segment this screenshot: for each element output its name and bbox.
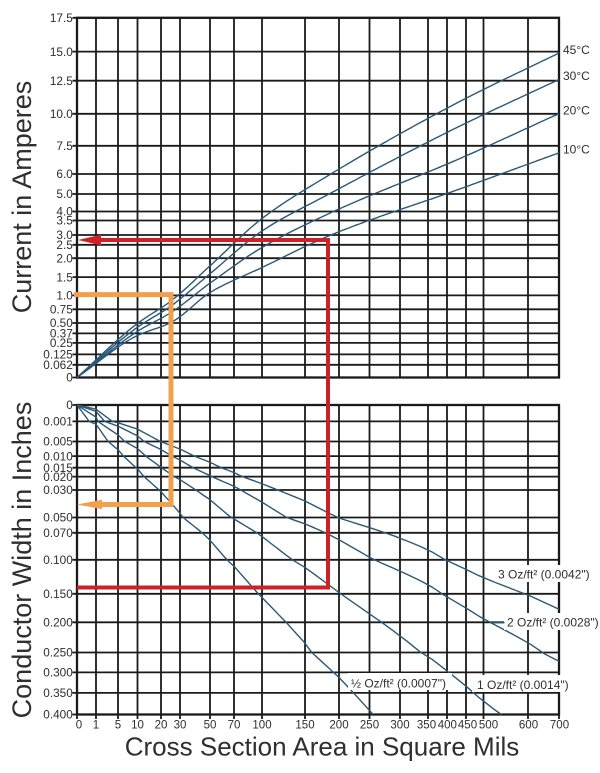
svg-text:0.070: 0.070 bbox=[43, 526, 73, 540]
svg-text:150: 150 bbox=[295, 720, 314, 732]
svg-text:300: 300 bbox=[390, 720, 409, 732]
svg-text:0.010: 0.010 bbox=[43, 449, 73, 463]
svg-text:30: 30 bbox=[174, 720, 187, 732]
svg-text:70: 70 bbox=[228, 720, 241, 732]
svg-text:100: 100 bbox=[252, 720, 271, 732]
svg-text:20: 20 bbox=[155, 720, 168, 732]
svg-text:2.5: 2.5 bbox=[56, 238, 73, 252]
svg-text:0: 0 bbox=[66, 398, 73, 412]
svg-text:10: 10 bbox=[131, 720, 144, 732]
svg-text:200: 200 bbox=[329, 720, 348, 732]
svg-text:2 Oz/ft² (0.0028"): 2 Oz/ft² (0.0028") bbox=[507, 616, 599, 630]
svg-text:1.5: 1.5 bbox=[56, 270, 73, 284]
svg-text:0.150: 0.150 bbox=[43, 587, 73, 601]
svg-text:10°C: 10°C bbox=[563, 143, 590, 157]
svg-text:15.0: 15.0 bbox=[50, 45, 73, 59]
svg-text:250: 250 bbox=[360, 720, 379, 732]
svg-text:0: 0 bbox=[66, 371, 73, 385]
svg-text:400: 400 bbox=[438, 720, 457, 732]
svg-text:0.015: 0.015 bbox=[43, 461, 73, 475]
svg-text:Current in Amperes: Current in Amperes bbox=[7, 81, 37, 314]
svg-text:0.001: 0.001 bbox=[43, 415, 73, 429]
svg-text:0.50: 0.50 bbox=[50, 316, 73, 330]
svg-text:6.0: 6.0 bbox=[56, 167, 73, 181]
svg-text:600: 600 bbox=[519, 720, 538, 732]
svg-text:0.400: 0.400 bbox=[43, 708, 73, 722]
svg-text:3.0: 3.0 bbox=[56, 228, 73, 242]
svg-text:1.0: 1.0 bbox=[56, 289, 73, 303]
svg-text:500: 500 bbox=[479, 720, 498, 732]
svg-text:0: 0 bbox=[76, 720, 82, 732]
svg-text:450: 450 bbox=[458, 720, 477, 732]
svg-text:12.5: 12.5 bbox=[50, 74, 73, 88]
svg-text:2.0: 2.0 bbox=[56, 251, 73, 265]
svg-text:0.030: 0.030 bbox=[43, 483, 73, 497]
svg-text:Conductor Width in Inches: Conductor Width in Inches bbox=[7, 402, 37, 719]
svg-text:0.37: 0.37 bbox=[50, 327, 73, 341]
svg-text:20°C: 20°C bbox=[563, 103, 590, 117]
svg-text:Cross Section Area in Square M: Cross Section Area in Square Mils bbox=[125, 732, 520, 762]
svg-text:0.005: 0.005 bbox=[43, 435, 73, 449]
svg-text:1 Oz/ft² (0.0014"): 1 Oz/ft² (0.0014") bbox=[477, 678, 569, 692]
svg-text:0.25: 0.25 bbox=[50, 336, 73, 350]
svg-text:5.0: 5.0 bbox=[56, 187, 73, 201]
svg-text:0.100: 0.100 bbox=[43, 553, 73, 567]
svg-text:45°C: 45°C bbox=[563, 43, 590, 57]
svg-text:0.050: 0.050 bbox=[43, 511, 73, 525]
svg-text:1: 1 bbox=[93, 720, 99, 732]
svg-text:0.75: 0.75 bbox=[50, 303, 73, 317]
svg-text:3.5: 3.5 bbox=[56, 214, 73, 228]
svg-text:0.250: 0.250 bbox=[43, 646, 73, 660]
svg-text:4.0: 4.0 bbox=[56, 205, 73, 219]
svg-text:0.125: 0.125 bbox=[43, 348, 73, 362]
svg-text:350: 350 bbox=[417, 720, 436, 732]
svg-text:0.350: 0.350 bbox=[43, 686, 73, 700]
svg-text:17.5: 17.5 bbox=[50, 11, 73, 25]
svg-text:30°C: 30°C bbox=[563, 69, 590, 83]
svg-text:0.062: 0.062 bbox=[43, 358, 73, 372]
svg-text:700: 700 bbox=[550, 720, 569, 732]
svg-text:0.200: 0.200 bbox=[43, 616, 73, 630]
svg-text:7.5: 7.5 bbox=[56, 139, 73, 153]
svg-text:½ Oz/ft² (0.0007"): ½ Oz/ft² (0.0007") bbox=[351, 677, 446, 691]
svg-text:10.0: 10.0 bbox=[50, 107, 73, 121]
svg-text:0.300: 0.300 bbox=[43, 666, 73, 680]
svg-text:50: 50 bbox=[204, 720, 217, 732]
svg-text:3 Oz/ft² (0.0042"): 3 Oz/ft² (0.0042") bbox=[498, 567, 590, 581]
svg-text:5: 5 bbox=[115, 720, 121, 732]
svg-text:0.020: 0.020 bbox=[43, 470, 73, 484]
